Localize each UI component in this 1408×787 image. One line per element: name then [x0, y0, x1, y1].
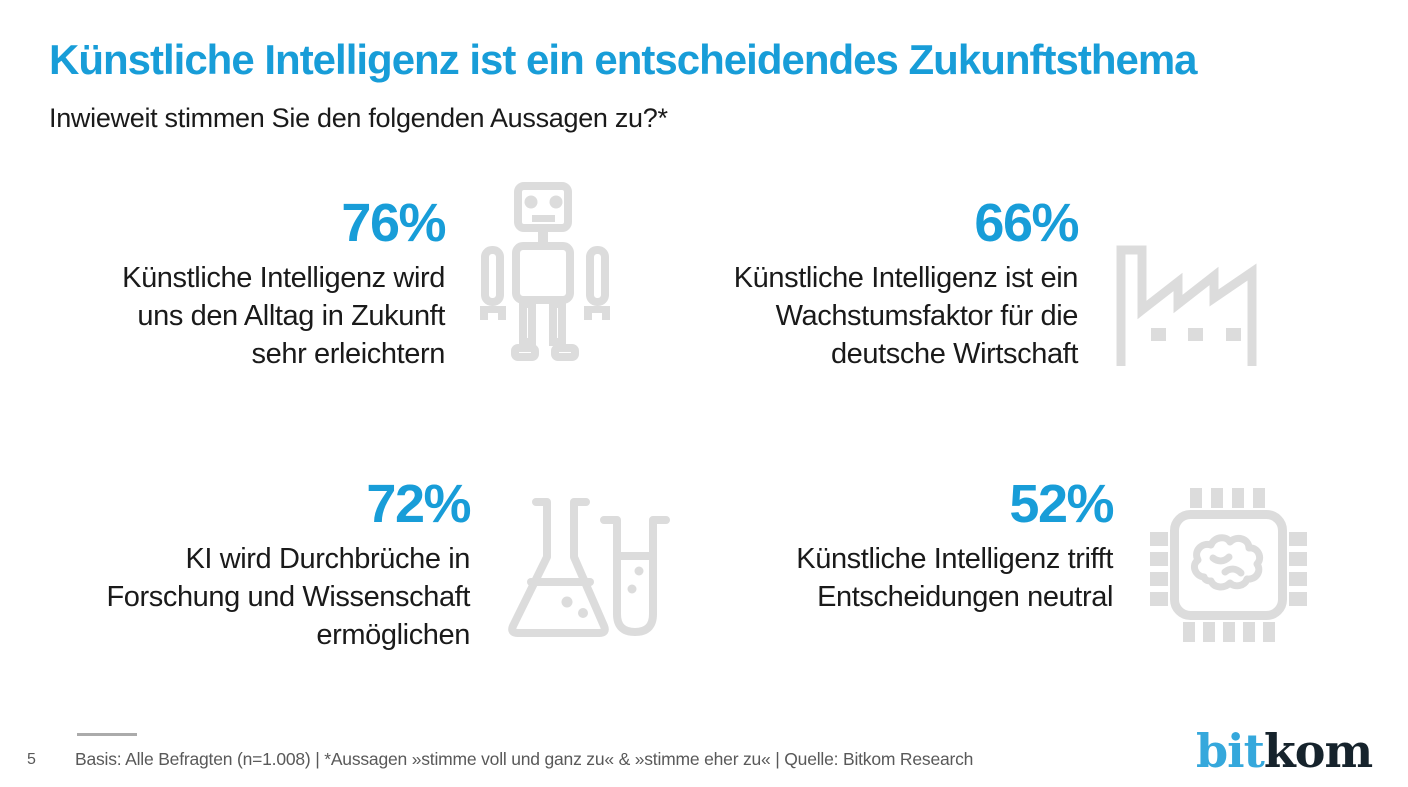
factory-icon: [1114, 242, 1260, 366]
stat-text: Künstliche Intelligenz trifft Entscheidu…: [728, 540, 1113, 616]
stat-line: KI wird Durchbrüche in: [185, 543, 470, 575]
stat-block-wirtschaft: 66% Künstliche Intelligenz ist ein Wachs…: [693, 193, 1080, 373]
stat-line: ermöglichen: [316, 619, 470, 651]
stat-block-entscheidungen: 52% Künstliche Intelligenz trifft Entsch…: [728, 474, 1114, 616]
page-title: Künstliche Intelligenz ist ein entscheid…: [49, 36, 1198, 83]
stat-text: Künstliche Intelligenz wird uns den Allt…: [60, 259, 445, 373]
stat-line: deutsche Wirtschaft: [830, 338, 1078, 370]
bitkom-logo: bitkom: [1196, 724, 1373, 778]
stat-value: 72%: [366, 474, 471, 534]
stat-value: 76%: [341, 193, 446, 253]
stat-text: KI wird Durchbrüche in Forschung und Wis…: [85, 540, 470, 654]
stat-value: 66%: [974, 193, 1079, 253]
stat-line: Wachstumsfaktor für die: [775, 300, 1079, 332]
brain-glyph: [1190, 534, 1264, 591]
page-subtitle: Inwieweit stimmen Sie den folgenden Auss…: [49, 103, 668, 133]
stat-text: Künstliche Intelligenz ist ein Wachstums…: [693, 259, 1079, 373]
flask-icon: [500, 480, 670, 645]
stat-block-forschung: 72% KI wird Durchbrüche in Forschung und…: [85, 474, 471, 654]
stat-value: 52%: [1009, 474, 1114, 534]
logo-part-kom: kom: [1263, 724, 1373, 778]
footer-divider: [77, 733, 137, 736]
logo-part-bit: bit: [1196, 724, 1265, 778]
stat-line: Forschung und Wissenschaft: [106, 581, 470, 613]
stat-line: uns den Alltag in Zukunft: [137, 300, 445, 332]
chip-icon: [1150, 488, 1307, 643]
source-note: Basis: Alle Befragten (n=1.008) | *Aussa…: [75, 749, 974, 769]
stat-line: Entscheidungen neutral: [817, 581, 1113, 613]
stat-line: Künstliche Intelligenz ist ein: [733, 262, 1079, 294]
stat-line: Künstliche Intelligenz trifft: [796, 543, 1113, 575]
robot-icon: [479, 182, 611, 366]
page-number: 5: [27, 751, 36, 768]
stat-line: sehr erleichtern: [251, 338, 446, 370]
stat-block-alltag: 76% Künstliche Intelligenz wird uns den …: [60, 193, 446, 373]
stat-line: Künstliche Intelligenz wird: [122, 262, 445, 294]
